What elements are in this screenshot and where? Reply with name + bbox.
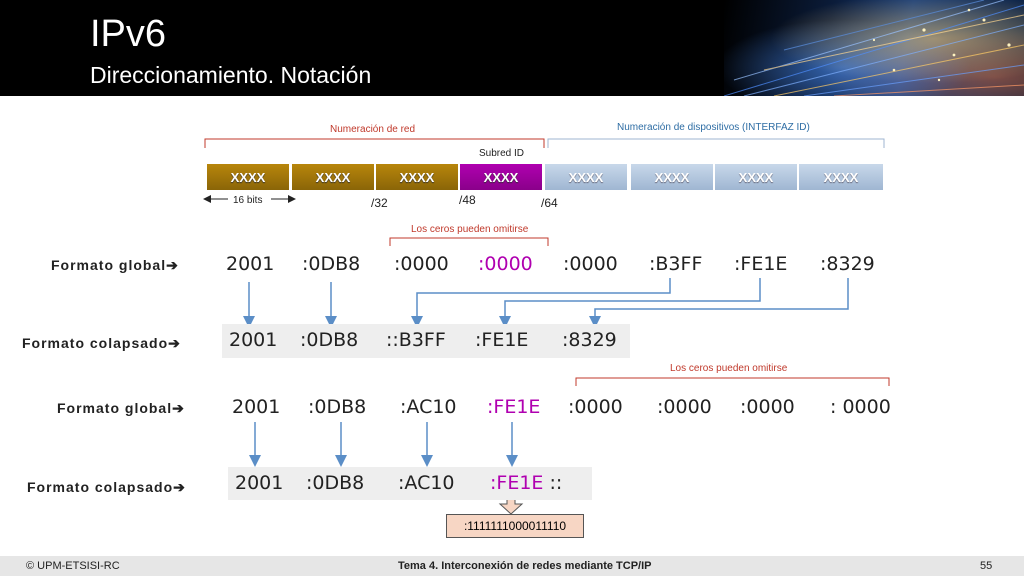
- interface-segment: XXXX: [631, 164, 715, 190]
- global-format-label-1: Formato global➔: [51, 257, 179, 273]
- right-arrow-icon: ➔: [168, 335, 181, 351]
- address-segment: XXXX: [376, 164, 460, 190]
- omit-bracket-1: [389, 237, 549, 246]
- arrow-b3ff: [411, 278, 671, 328]
- global-cell: :0000: [563, 253, 618, 275]
- page-number: 55: [980, 560, 993, 572]
- global-cell: :0000: [657, 396, 712, 418]
- network-label: Numeración de red: [330, 124, 416, 135]
- address-segment: XXXX: [292, 164, 376, 190]
- prefix-marker-48: /48: [459, 193, 476, 207]
- global-cell: :8329: [820, 253, 875, 275]
- slide-header: IPv6 Direccionamiento. Notación: [0, 0, 1024, 96]
- interface-segment: XXXX: [799, 164, 883, 190]
- global-cell: :AC10: [400, 396, 457, 418]
- right-arrow-icon: ➔: [166, 257, 179, 273]
- slide-subtitle: Direccionamiento. Notación: [90, 62, 372, 88]
- global-format-label-2: Formato global➔: [57, 400, 185, 416]
- global-cell: :FE1E: [734, 253, 788, 275]
- binary-callout: :1111111000011110: [446, 514, 584, 538]
- arrow-fe1e-1: [499, 278, 761, 328]
- binary-callout-arrow: [498, 497, 524, 515]
- slide-footer: © UPM-ETSISI-RC Tema 4. Interconexión de…: [0, 556, 1024, 576]
- global-cell-subnet: :0000: [478, 253, 533, 275]
- collapsed-format-label-2: Formato colapsado➔: [27, 479, 186, 495]
- interface-segment: XXXX: [715, 164, 799, 190]
- global-cell: :0000: [568, 396, 623, 418]
- bits-label: 16 bits: [233, 195, 263, 206]
- collapsed-cell: :FE1E: [475, 329, 529, 351]
- collapsed-cell: :0DB8: [300, 329, 359, 351]
- collapsed-cell: :0DB8: [306, 472, 365, 494]
- collapsed-cell: 2001: [235, 472, 284, 494]
- address-segment: XXXX: [207, 164, 291, 190]
- global-cell: 2001: [226, 253, 275, 275]
- global-cell: :0DB8: [302, 253, 361, 275]
- collapsed-cell: 2001: [229, 329, 278, 351]
- subnet-label: Subred ID: [479, 148, 525, 159]
- footer-copyright: © UPM-ETSISI-RC: [26, 560, 120, 572]
- global-cell: :0DB8: [308, 396, 367, 418]
- global-cell: :B3FF: [649, 253, 703, 275]
- right-arrow-icon: ➔: [172, 400, 185, 416]
- omit-note-1: Los ceros pueden omitirse: [411, 224, 529, 235]
- global-cell: : 0000: [830, 396, 891, 418]
- arrow-8329: [589, 278, 849, 328]
- prefix-marker-32: /32: [371, 196, 388, 210]
- collapsed-box-2: [228, 467, 592, 500]
- network-bracket: [204, 138, 545, 148]
- collapsed-cell-tail: ::: [543, 472, 563, 494]
- right-arrow-icon: ➔: [173, 479, 186, 495]
- collapsed-cell: ::B3FF: [386, 329, 446, 351]
- omit-bracket-2: [575, 377, 890, 386]
- collapsed-cell: :AC10: [398, 472, 455, 494]
- device-bracket: [547, 138, 885, 148]
- fiber-strands: [724, 0, 1024, 96]
- subnet-segment: XXXX: [460, 164, 544, 190]
- prefix-marker-64: /64: [541, 196, 558, 210]
- collapsed-cell: :FE1E ::: [490, 472, 562, 494]
- collapsed-cell: :8329: [562, 329, 617, 351]
- collapsed-cell-subnet: :FE1E: [490, 472, 544, 494]
- interface-segment: XXXX: [545, 164, 629, 190]
- fiber-optic-image: [724, 0, 1024, 96]
- global-cell: :0000: [394, 253, 449, 275]
- global-cell-subnet: :FE1E: [487, 396, 541, 418]
- device-label: Numeración de dispositivos (INTERFAZ ID): [617, 122, 810, 133]
- slide-title: IPv6: [90, 13, 167, 55]
- global-cell: 2001: [232, 396, 281, 418]
- global-cell: :0000: [740, 396, 795, 418]
- collapsed-box-1: [222, 324, 630, 358]
- collapsed-format-label-1: Formato colapsado➔: [22, 335, 181, 351]
- omit-note-2: Los ceros pueden omitirse: [670, 363, 788, 374]
- footer-topic: Tema 4. Interconexión de redes mediante …: [398, 560, 652, 572]
